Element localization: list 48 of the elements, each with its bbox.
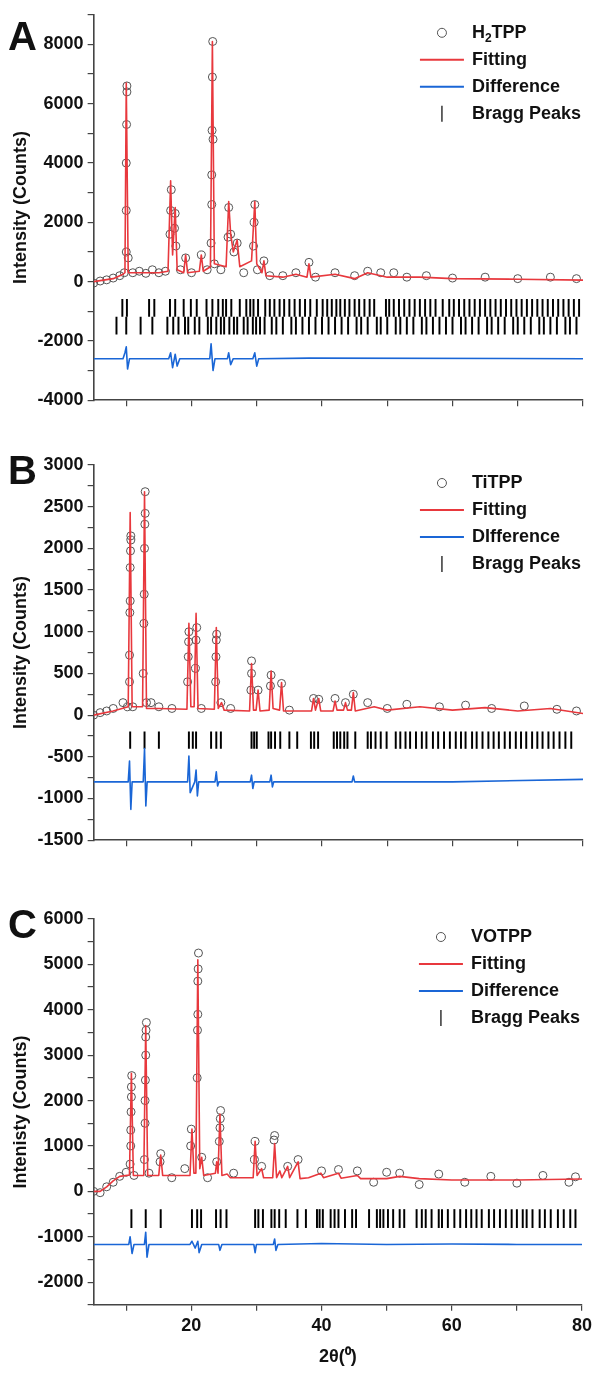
y-tick-label: 1000 xyxy=(43,620,84,641)
y-axis-title: Intensity (Counts) xyxy=(9,131,30,284)
legend-label: Bragg Peaks xyxy=(471,102,582,123)
legend-label: Difference xyxy=(470,979,559,1000)
y-tick-label: -2000 xyxy=(37,329,84,350)
legend-label: Difference xyxy=(471,75,560,96)
y-tick-label: 4000 xyxy=(43,152,84,172)
y-tick-label: 2000 xyxy=(43,211,84,232)
y-tick-label: -4000 xyxy=(37,389,84,410)
y-tick-label: 5000 xyxy=(43,953,84,974)
y-tick-label: 2500 xyxy=(43,495,84,516)
chart-title: B xyxy=(8,448,37,493)
legend-label: TiTPP xyxy=(471,471,523,492)
legend-label: VOTPP xyxy=(470,925,532,946)
y-tick-label: -500 xyxy=(47,745,84,766)
legend-label: Fitting xyxy=(471,498,527,519)
x-tick-label: 60 xyxy=(441,1314,462,1335)
y-tick-label: -2000 xyxy=(37,1271,84,1292)
y-tick-label: 2000 xyxy=(43,537,84,558)
y-tick-label: 3000 xyxy=(43,1044,84,1065)
y-tick-label: 1000 xyxy=(43,1134,84,1155)
legend-label: DIfference xyxy=(471,525,560,546)
y-tick-label: -1000 xyxy=(37,787,84,808)
chart-title: C xyxy=(8,902,37,947)
y-tick-label: 0 xyxy=(73,704,84,725)
y-axis-title: Intenisty (Counts) xyxy=(9,1035,30,1189)
y-tick-label: -1000 xyxy=(37,1225,84,1246)
y-tick-label: 0 xyxy=(73,270,84,291)
y-tick-label: 3000 xyxy=(43,453,84,474)
y-tick-label: 0 xyxy=(73,1180,84,1201)
y-tick-label: 6000 xyxy=(43,92,84,113)
y-tick-label: -1500 xyxy=(37,829,84,850)
legend-label: Fitting xyxy=(470,952,526,973)
x-axis-title: 2θ(⁰) xyxy=(318,1346,357,1367)
x-tick-label: 40 xyxy=(311,1314,332,1335)
legend-label: Bragg Peaks xyxy=(470,1006,580,1027)
y-tick-label: 4000 xyxy=(43,998,84,1019)
legend-label: Fitting xyxy=(471,48,527,69)
y-tick-label: 6000 xyxy=(43,907,84,928)
y-tick-label: 2000 xyxy=(43,1089,84,1110)
legend-label: Bragg Peaks xyxy=(471,552,582,573)
y-tick-label: 1500 xyxy=(43,579,84,600)
x-tick-label: 80 xyxy=(571,1314,592,1335)
y-tick-label: 8000 xyxy=(43,33,84,54)
x-tick-label: 20 xyxy=(181,1314,202,1335)
y-axis-title: Intensity (Counts) xyxy=(9,576,30,730)
y-tick-label: 500 xyxy=(53,662,84,683)
chart-title: A xyxy=(8,13,37,58)
